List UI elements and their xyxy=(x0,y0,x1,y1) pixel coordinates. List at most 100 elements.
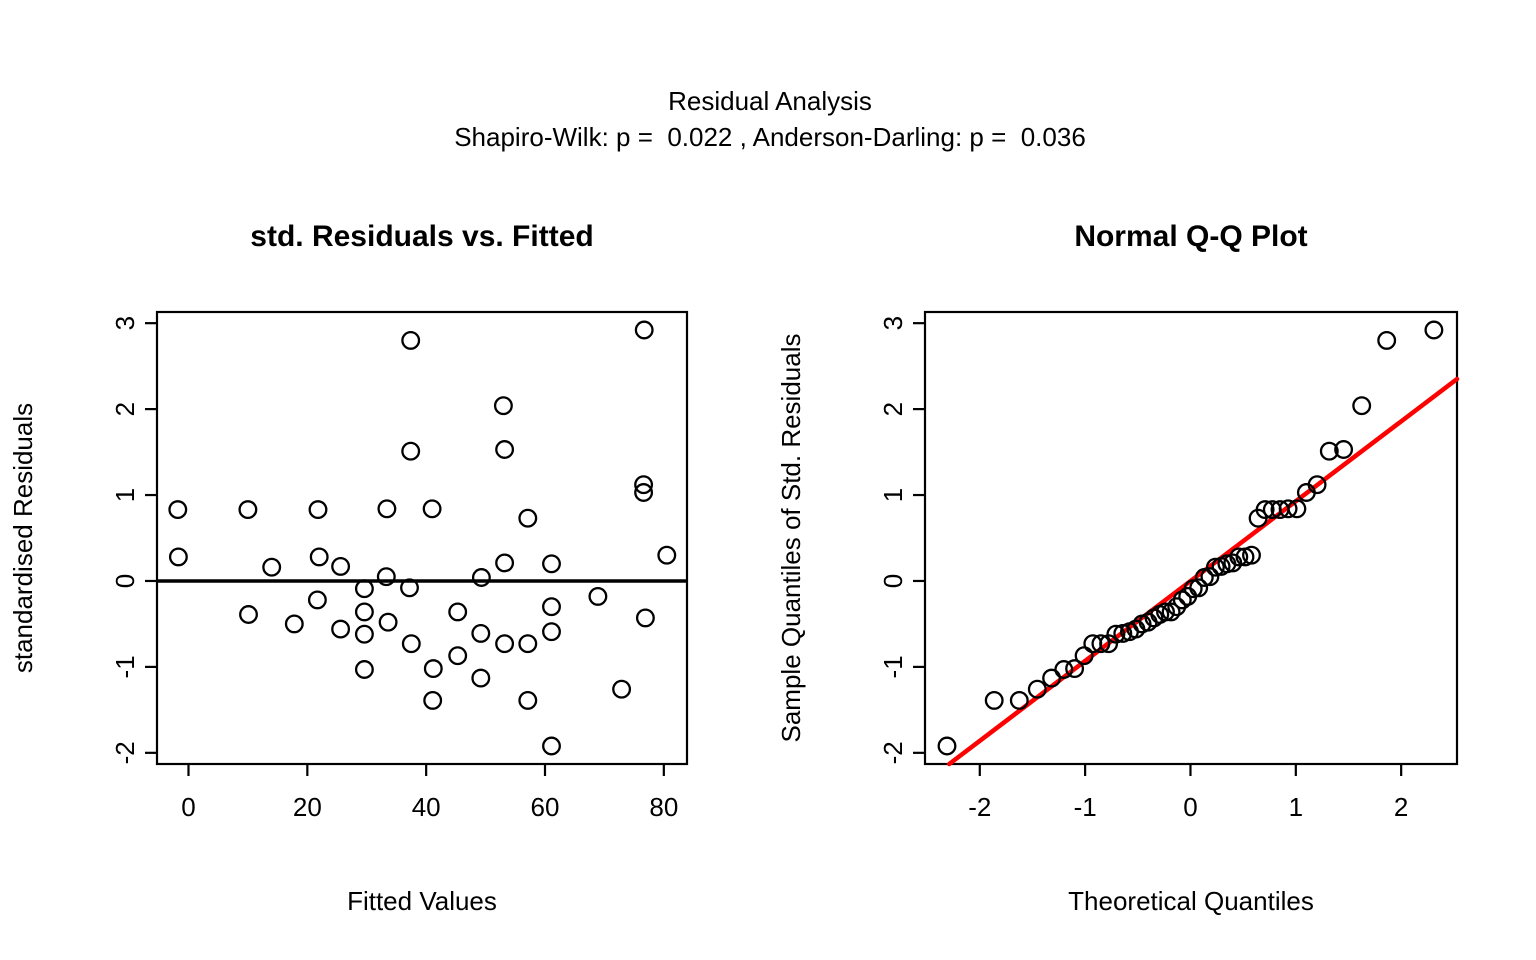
figure-main-title: Residual Analysis xyxy=(668,86,872,116)
y-tick-label: 2 xyxy=(110,402,140,416)
y-axis-title-qq-plot: Sample Quantiles of Std. Residuals xyxy=(776,334,806,743)
scatter-point-qq-plot xyxy=(1161,602,1181,622)
scatter-point-residuals-vs-fitted xyxy=(495,553,515,573)
scatter-point-qq-plot xyxy=(1223,553,1243,573)
scatter-point-qq-plot xyxy=(1027,679,1047,699)
y-tick-label: -1 xyxy=(878,655,908,678)
y-tick-label: 1 xyxy=(110,488,140,502)
x-axis-title-residuals-vs-fitted: Fitted Values xyxy=(347,886,497,916)
y-tick-label: -1 xyxy=(110,655,140,678)
scatter-point-qq-plot xyxy=(1065,659,1085,679)
scatter-point-residuals-vs-fitted xyxy=(518,508,538,528)
scatter-point-qq-plot xyxy=(1009,690,1029,710)
scatter-point-qq-plot xyxy=(1054,660,1074,679)
scatter-point-residuals-vs-fitted xyxy=(309,547,329,567)
plot-title-residuals-vs-fitted: std. Residuals vs. Fitted xyxy=(250,220,593,253)
y-tick-label: 0 xyxy=(110,574,140,588)
x-tick-label: 60 xyxy=(531,792,560,822)
scatter-point-residuals-vs-fitted xyxy=(518,690,538,710)
scatter-point-residuals-vs-fitted xyxy=(634,483,654,502)
scatter-point-qq-plot xyxy=(1229,547,1249,567)
y-tick-label: 2 xyxy=(878,402,908,416)
scatter-point-residuals-vs-fitted xyxy=(401,330,421,350)
x-tick-label: 40 xyxy=(412,792,441,822)
scatter-point-residuals-vs-fitted xyxy=(634,475,654,495)
y-tick-label: 0 xyxy=(878,574,908,588)
scatter-point-residuals-vs-fitted xyxy=(542,736,561,756)
scatter-point-residuals-vs-fitted xyxy=(378,612,398,632)
scatter-point-qq-plot xyxy=(1424,320,1444,340)
scatter-point-residuals-vs-fitted xyxy=(239,605,258,624)
scatter-point-qq-plot xyxy=(1106,624,1126,644)
scatter-point-residuals-vs-fitted xyxy=(542,597,561,617)
figure-subtitle-test-results: Shapiro-Wilk: p = 0.022 , Anderson-Darli… xyxy=(454,122,1086,152)
x-tick-label: -2 xyxy=(968,792,991,822)
scatter-point-residuals-vs-fitted xyxy=(262,557,282,577)
scatter-point-residuals-vs-fitted xyxy=(354,602,374,622)
scatter-point-qq-plot xyxy=(1200,567,1220,587)
scatter-point-residuals-vs-fitted xyxy=(635,608,655,628)
scatter-point-residuals-vs-fitted xyxy=(471,668,491,688)
scatter-point-residuals-vs-fitted xyxy=(657,545,677,565)
x-tick-label: 20 xyxy=(293,792,322,822)
scatter-point-qq-plot xyxy=(1156,602,1175,622)
scatter-point-residuals-vs-fitted xyxy=(612,679,632,699)
scatter-point-residuals-vs-fitted xyxy=(400,578,419,598)
scatter-point-residuals-vs-fitted xyxy=(448,646,468,666)
scatter-point-residuals-vs-fitted xyxy=(284,614,304,634)
scatter-point-residuals-vs-fitted xyxy=(168,547,188,567)
scatter-point-residuals-vs-fitted xyxy=(331,556,351,576)
scatter-point-qq-plot xyxy=(1352,396,1372,416)
scatter-point-qq-plot xyxy=(1074,646,1094,666)
scatter-point-residuals-vs-fitted xyxy=(588,586,608,606)
scatter-point-residuals-vs-fitted xyxy=(542,554,561,574)
x-tick-label: 80 xyxy=(649,792,678,822)
scatter-point-residuals-vs-fitted xyxy=(495,634,515,654)
x-tick-label: 0 xyxy=(181,792,195,822)
scatter-point-residuals-vs-fitted xyxy=(471,568,491,587)
scatter-point-qq-plot xyxy=(1242,545,1261,565)
y-tick-label: 3 xyxy=(110,316,140,330)
scatter-point-residuals-vs-fitted xyxy=(354,660,374,679)
scatter-point-qq-plot xyxy=(1377,330,1397,350)
scatter-point-residuals-vs-fitted xyxy=(168,500,188,520)
scatter-point-residuals-vs-fitted xyxy=(401,441,421,461)
scatter-point-residuals-vs-fitted xyxy=(493,396,513,416)
scatter-point-qq-plot xyxy=(937,736,957,756)
x-axis-title-qq-plot: Theoretical Quantiles xyxy=(1068,886,1314,916)
scatter-point-residuals-vs-fitted xyxy=(634,320,654,340)
plot-box-qq-plot xyxy=(923,310,1459,766)
scatter-point-qq-plot xyxy=(1189,578,1209,598)
scatter-point-qq-plot xyxy=(1334,440,1354,459)
scatter-point-residuals-vs-fitted xyxy=(448,602,468,622)
scatter-point-qq-plot xyxy=(1287,499,1307,519)
scatter-point-qq-plot xyxy=(984,690,1004,710)
scatter-point-residuals-vs-fitted xyxy=(354,579,374,599)
scatter-point-residuals-vs-fitted xyxy=(354,624,374,644)
scatter-point-residuals-vs-fitted xyxy=(423,659,443,679)
scatter-point-residuals-vs-fitted xyxy=(307,590,327,610)
x-tick-label: 0 xyxy=(1183,792,1197,822)
scatter-point-qq-plot xyxy=(1307,475,1327,495)
y-tick-label: 1 xyxy=(878,488,908,502)
scatter-point-residuals-vs-fitted xyxy=(308,500,328,520)
scatter-point-qq-plot xyxy=(1319,441,1339,461)
plot-title-qq-plot: Normal Q-Q Plot xyxy=(1074,220,1307,253)
x-tick-label: 1 xyxy=(1289,792,1303,822)
scatter-point-residuals-vs-fitted xyxy=(518,634,538,654)
scatter-point-residuals-vs-fitted xyxy=(331,619,351,639)
y-tick-label: -2 xyxy=(110,741,140,764)
x-tick-label: -1 xyxy=(1074,792,1097,822)
scatter-point-residuals-vs-fitted xyxy=(542,622,561,642)
scatter-point-residuals-vs-fitted xyxy=(376,567,396,587)
scatter-point-residuals-vs-fitted xyxy=(471,623,491,643)
x-tick-label: 2 xyxy=(1394,792,1408,822)
scatter-point-residuals-vs-fitted xyxy=(238,500,258,520)
plot-box-residuals-vs-fitted xyxy=(155,310,689,766)
y-axis-title-residuals-vs-fitted: standardised Residuals xyxy=(8,403,38,673)
y-tick-label: -2 xyxy=(878,741,908,764)
scatter-point-residuals-vs-fitted xyxy=(423,690,443,710)
scatter-point-residuals-vs-fitted xyxy=(495,440,515,459)
